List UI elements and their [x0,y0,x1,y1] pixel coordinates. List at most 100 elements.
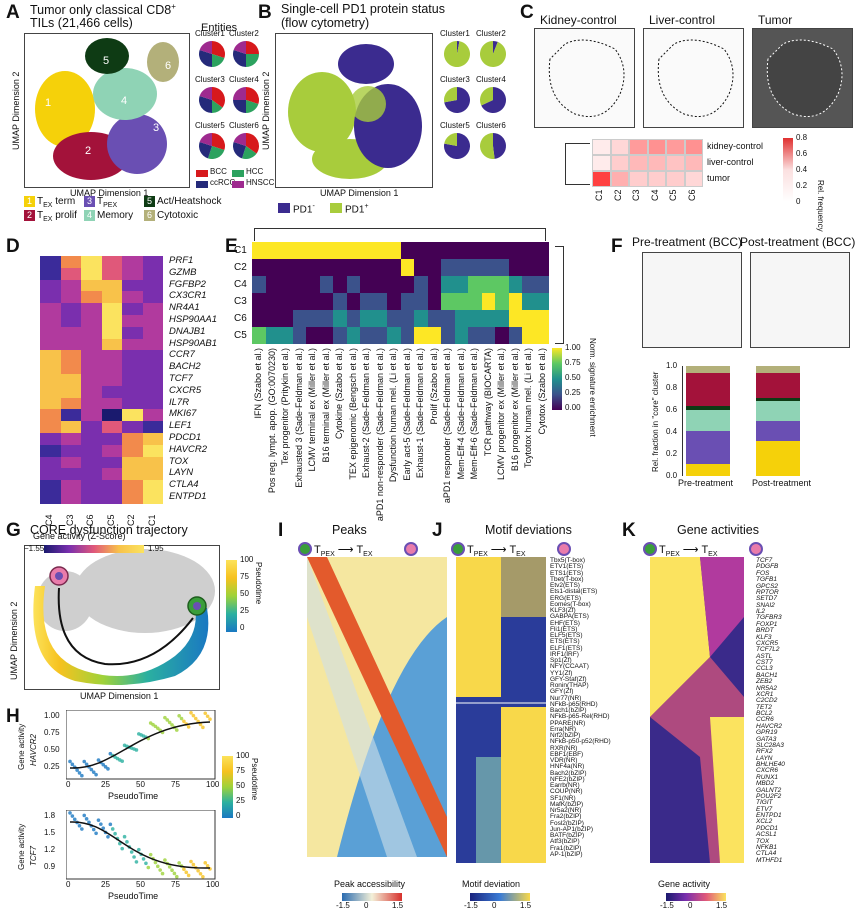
h-xtick: 100 [206,780,220,789]
h-colorbar-bar [222,756,233,818]
heat-cell [414,242,428,259]
cluster-number: 1 [24,196,35,207]
heat-cell [122,374,143,386]
heat-cell [81,444,102,457]
panel-c-umap-title: Tumor [758,13,793,27]
heat-cell [142,362,163,374]
heat-cell [142,433,163,445]
traj-from: T [314,544,321,556]
heat-cell [306,259,320,276]
heat-cell [360,327,374,344]
h-point [160,871,165,876]
panel-f-label: F [611,236,623,257]
heat-col-label: C1 [594,189,604,201]
heat-cell [481,242,495,259]
heat-cell [292,242,306,259]
f-category: Pre-treatment [678,478,734,488]
stack-segment [686,405,730,410]
f-ylabel: Rel. fraction in "core" cluster [651,371,660,472]
heat-cell [122,421,143,433]
pie-slice [199,141,212,159]
h-scatter [66,810,216,880]
motif-label: Atf3(bZIP) [550,838,580,846]
motif-label: Nr5a2(NR) [550,807,582,814]
traj-arrow-label: TPEX ⟶ TEX [467,544,526,559]
heat-cell [81,456,102,469]
traj-colorbar-title: Gene activity [658,879,711,889]
pie-slice [241,146,257,159]
row-dendrogram [565,143,590,185]
motif-label: Ets1-distal(ETS) [550,588,598,596]
traj-arrow-icon: ⟶ [487,544,510,556]
f-yaxis-line [682,366,683,476]
heat-cell [427,259,441,276]
h-point [113,831,117,836]
heat-cell [508,259,522,276]
motif-label: PPARE(NR) [550,719,586,727]
h-point [177,713,181,718]
motif-heatmap [456,557,546,863]
heat-cell [306,276,320,293]
motif-label: Nrf2(bZIP) [550,732,581,739]
motif-label: NFE2(bZIP) [550,775,585,783]
heat-cell [40,480,61,492]
pie-slice [233,49,246,67]
heat-cell [101,409,122,422]
cluster-pie [233,87,259,113]
heat-cell [592,155,611,171]
heat-cell [40,421,61,433]
motif-label: IRF1(IRF) [550,650,579,658]
h-colorbar-tick: 50 [236,781,245,790]
h-point [77,823,82,828]
pie-slice [212,41,225,59]
pie-slice [199,87,212,100]
heat-col-label: C2 [612,189,623,201]
heat-cell [265,259,279,276]
gene-label: PDCD1 [169,432,202,443]
heat-cell [292,293,306,310]
gene-label: MKI67 [169,408,197,420]
heat-cell [40,338,61,351]
signature-label: B16 progenitor ex (Miller et al.) [509,348,520,472]
cluster-label-sub: EX [43,216,53,223]
d-colorbar-title: Gene activity (Z-Score) [33,530,126,541]
h-point [201,725,205,730]
heat-cell [142,421,163,433]
motif-label: Fosl2(bZIP) [550,819,584,827]
c-colorbar-tick: 0.2 [796,181,808,190]
heat-cell [481,310,495,327]
heat-cell [333,259,347,276]
heat-cell [454,293,468,310]
heat-cell [40,362,61,374]
traj-colorbar-title: Motif deviation [462,879,521,889]
heat-cell [40,385,61,398]
h-point [70,814,75,818]
h-point [163,715,167,720]
traj-colorbar [470,893,530,901]
heat-cell [400,327,414,344]
heat-cell [81,338,102,351]
h-xtick: 50 [136,880,145,889]
signature-label: Dysfunction human mel. (Li et al.) [388,348,398,483]
signature-label: Exhausted 3 (Sade-Feldman et al.) [293,348,304,488]
heat-cell [629,139,648,155]
k-gene-label: ASTL [756,652,773,660]
gene-label: HSP90AA1 [169,314,218,325]
pie-slice [199,49,212,67]
h-point [70,762,75,767]
heat-cell [535,259,549,276]
h-ytick: 0.75 [44,728,60,737]
k-gene-label: TCF7L2 [756,646,780,654]
h-point [134,748,139,752]
motif-label: Tbx5(T-box) [550,557,586,564]
heat-col-label: C4 [649,189,660,201]
heat-cell [666,139,685,155]
svg-text:2: 2 [85,145,91,157]
panel-k-label: K [622,520,636,541]
gene-label: CXCR5 [169,384,202,396]
traj-title: Motif deviations [485,523,572,537]
gene-activity-heatmap [650,557,744,863]
k-gene-label: POU2F2 [756,792,782,800]
h-point [158,868,162,872]
heat-cell [292,276,306,293]
